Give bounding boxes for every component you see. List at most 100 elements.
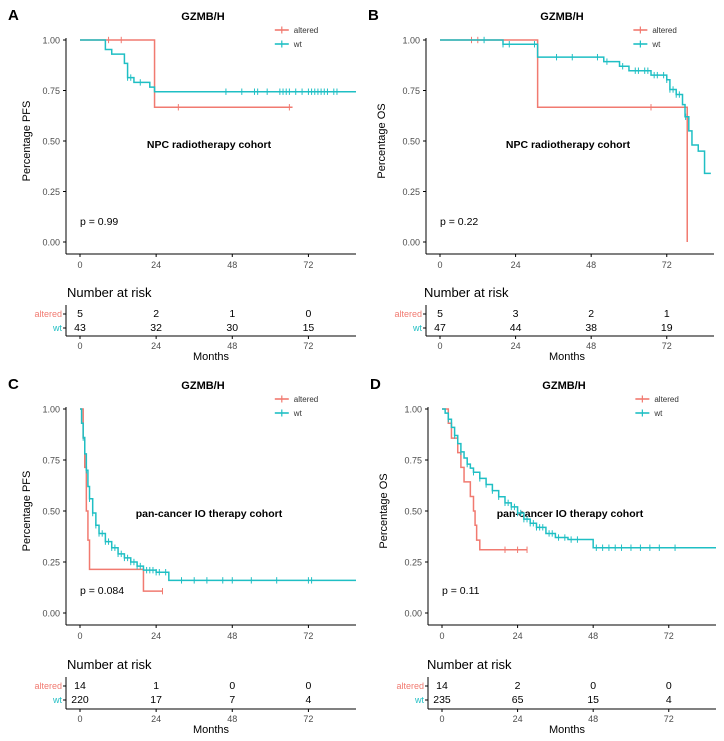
legend-label-altered: altered [294,395,318,404]
km-panel-c: C GZMB/H altered wt 0.00 0.25 0.50 0.75 1.00 0 24 4… [8,376,356,736]
x-tick-label: 72 [664,631,674,641]
y-tick-label: 1.00 [42,36,60,46]
risk-x-tick-label: 72 [303,714,313,724]
x-tick-label: 72 [662,260,672,270]
legend-label-altered: altered [652,26,676,35]
x-tick-label: 24 [151,631,161,641]
km-curve-altered [440,39,688,242]
risk-x-tick-label: 48 [588,714,598,724]
panel-letter: A [8,7,19,24]
p-value: p = 0.084 [80,585,124,597]
risk-x-tick-label: 24 [151,714,161,724]
cohort-annotation: NPC radiotherapy cohort [147,139,272,151]
risk-count: 19 [661,322,673,334]
panel-letter: C [8,376,19,393]
y-tick-label: 0.25 [42,558,60,568]
x-tick-label: 24 [513,631,523,641]
x-tick-label: 24 [151,260,161,270]
cohort-annotation: NPC radiotherapy cohort [506,139,631,151]
risk-count: 44 [510,322,522,334]
x-tick-label: 0 [439,631,444,641]
p-value: p = 0.11 [442,585,480,597]
risk-count: 14 [436,680,448,692]
y-axis-title: Percentage PFS [21,101,33,182]
risk-table-title: Number at risk [427,657,512,672]
y-tick-label: 0.25 [42,187,60,197]
panel-title: GZMB/H [542,380,585,392]
months-axis-title: Months [549,724,586,736]
risk-count: 14 [74,680,86,692]
y-tick-label: 0.50 [402,137,420,147]
risk-x-tick-label: 72 [662,341,672,351]
km-curve-wt [442,408,716,549]
risk-row-label-altered: altered [34,309,62,319]
y-tick-label: 0.75 [42,86,60,96]
risk-table-title: Number at risk [424,285,509,300]
y-tick-label: 0.00 [42,238,60,248]
risk-x-tick-label: 48 [227,341,237,351]
legend-label-wt: wt [293,409,303,418]
km-curve-altered [80,39,293,109]
km-curve-wt [440,39,711,175]
months-axis-title: Months [549,351,586,363]
km-curve-wt [80,39,356,93]
risk-table-title: Number at risk [67,285,152,300]
panel-title: GZMB/H [181,11,224,23]
y-tick-label: 0.25 [402,187,420,197]
y-axis-title: Percentage OS [376,103,388,178]
risk-table-title: Number at risk [67,657,152,672]
risk-x-tick-label: 24 [151,341,161,351]
risk-x-tick-label: 0 [77,714,82,724]
months-axis-title: Months [193,351,230,363]
km-curve-altered [442,408,528,551]
x-tick-label: 72 [303,260,313,270]
risk-count: 0 [590,680,596,692]
risk-count: 0 [666,680,672,692]
risk-count: 7 [229,694,235,706]
x-tick-label: 72 [303,631,313,641]
risk-count: 2 [515,680,521,692]
risk-count: 4 [305,694,311,706]
risk-row-label-wt: wt [412,323,422,333]
y-axis-title: Percentage PFS [21,471,33,552]
risk-x-tick-label: 24 [513,714,523,724]
y-tick-label: 1.00 [402,36,420,46]
p-value: p = 0.99 [80,216,118,228]
risk-count: 1 [153,680,159,692]
panel-title: GZMB/H [540,11,583,23]
x-tick-label: 48 [227,631,237,641]
legend-label-wt: wt [293,40,303,49]
months-axis-title: Months [193,724,230,736]
risk-count: 4 [666,694,672,706]
y-tick-label: 0.50 [404,507,422,517]
risk-x-tick-label: 48 [586,341,596,351]
cohort-annotation: pan-cancer IO therapy cohort [497,508,644,520]
panel-letter: D [370,376,381,393]
risk-x-tick-label: 0 [77,341,82,351]
y-tick-label: 0.25 [404,558,422,568]
risk-count: 17 [150,694,162,706]
risk-count: 47 [434,322,446,334]
risk-count: 38 [585,322,597,334]
risk-count: 5 [77,308,83,320]
y-tick-label: 0.00 [42,609,60,619]
risk-x-tick-label: 72 [303,341,313,351]
risk-count: 15 [303,322,315,334]
panel-title: GZMB/H [181,380,224,392]
risk-count: 5 [437,308,443,320]
risk-row-label-wt: wt [414,695,424,705]
x-tick-label: 0 [77,631,82,641]
risk-x-tick-label: 0 [437,341,442,351]
y-tick-label: 0.75 [404,456,422,466]
y-tick-label: 0.75 [42,456,60,466]
risk-count: 235 [433,694,451,706]
risk-count: 0 [229,680,235,692]
risk-x-tick-label: 0 [439,714,444,724]
risk-count: 1 [664,308,670,320]
risk-x-tick-label: 24 [511,341,521,351]
x-tick-label: 48 [588,631,598,641]
risk-count: 43 [74,322,86,334]
legend-label-wt: wt [653,409,663,418]
